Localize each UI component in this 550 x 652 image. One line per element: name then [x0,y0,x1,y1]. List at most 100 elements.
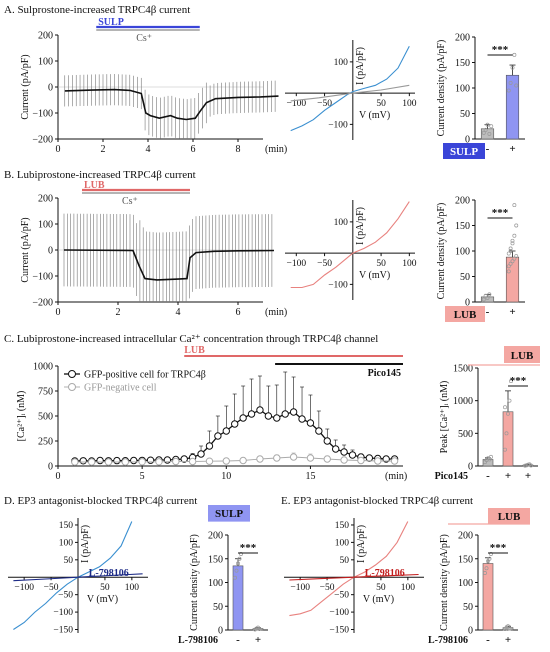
panel-c-series-0-point-9 [146,456,155,464]
panel-c-bar-category-0: - [486,470,490,482]
panel-a-drug-label: SULP [98,17,124,28]
panel-b-iv-x-label: V (mV) [359,270,390,281]
panel-e-iv-x-tick-label-2: 50 [376,583,386,593]
panel-b-y-tick-label-3: 100 [38,220,53,231]
panel-e-bar-category-1: + [505,634,511,646]
panel-c-series-1-point-18 [374,457,382,465]
panel-b-iv-x-tick-label-0: −100 [286,259,306,269]
panel-b-bars-y-tick-label-1: 50 [460,272,470,283]
panel-b-bars-y-tick-label-2: 100 [455,247,470,258]
panel-d-iv-x-tick-label-2: 50 [100,583,110,593]
panel-c-series-0-point-20 [239,414,247,422]
panel-e-title: E. EP3 antagonist-blocked TRPC4β current [281,495,473,507]
panel-c-y-tick-label-3: 750 [38,387,53,398]
panel-b-x-tick-label-3: 6 [236,307,241,318]
panel-a-bars-y-tick-label-3: 150 [455,58,470,69]
panel-e-drug-box-label: LUB [498,511,521,523]
panel-d-iv-x-tick-label-1: −50 [44,583,59,593]
panel-a-ion-label: Cs⁺ [136,33,152,44]
panel-b-iv-series-0 [290,201,410,289]
panel-b-bars-y-tick-label-0: 0 [465,298,470,309]
panel-b-y-label: Current (pA/pF) [20,217,31,282]
panel-d-iv-series-0 [13,521,133,630]
panel-c-x-unit: (min) [385,471,407,482]
panel-c-series-0-point-25 [281,410,289,418]
panel-b-iv-x-tick-label-1: −50 [317,259,332,269]
panel-d-iv-annotation: L-798106 [89,568,129,579]
panel-b-bars-y-tick-label-4: 200 [455,196,470,207]
panel-a-bar-point-0-4 [489,124,494,129]
panel-b-trace-baseline [63,249,275,281]
panel-a-x-tick-label-2: 4 [146,144,151,155]
panel-e-iv-y-tick-label-5: 150 [335,521,350,531]
panel-c-series-1-point-10 [239,456,247,465]
panel-b-x-tick-label-1: 2 [116,307,121,318]
panel-a-bar-point-0-1 [483,127,488,132]
panel-d-bar-point-0-4 [239,552,243,556]
panel-c-drug-box [504,346,540,363]
panel-e-bar-category-0: - [486,634,490,646]
panel-c-legend-marker-1 [68,383,76,391]
panel-d-bar-point-0-3 [237,556,242,561]
panel-e-bar-point-0-4 [489,552,493,556]
panel-b-y-tick-label-2: 0 [48,246,53,257]
panel-c-bar-point-1-1 [504,431,509,436]
panel-c-bar-point-1-4 [509,379,513,384]
panel-a-bar-point-0-0 [481,130,486,135]
panel-c-bar-point-0-4 [489,454,493,459]
panel-c-series-1-point-15 [323,455,331,463]
panel-b-bar-point-1-7 [510,241,515,246]
panel-a-bar-point-0-2 [485,122,490,127]
panel-d-iv-x-label: V (mV) [87,594,118,605]
panel-e-iv-y-tick-label-0: −150 [329,626,349,636]
panel-e-sig-label: *** [490,542,507,554]
panel-d-iv-x-tick-label-0: −100 [14,583,34,593]
panel-c-bars-y-tick-label-3: 1500 [453,364,473,375]
panel-c-series-1-point-8 [205,457,214,465]
panel-b-bars-y-label: Current density (pA/pF) [436,203,447,300]
panel-b-drug-box [445,306,485,322]
panel-c-series-1-point-5 [155,458,163,466]
panel-b-bar-point-1-13 [512,203,517,208]
panel-c-series-0-point-21 [247,410,256,418]
panel-b-bar-point-0-2 [485,295,490,300]
panel-c-series-0-point-15 [197,450,205,458]
panel-c-series-1-point-2 [104,458,113,466]
panel-c-series-0-point-29 [315,427,323,435]
panel-a-trace-baseline [64,88,279,121]
panel-c-title: C. Lubiprostone-increased intracellular … [4,333,378,345]
panel-a-bar-point-1-2 [510,65,515,70]
panel-a-y-tick-label-4: 200 [38,31,53,42]
panel-a-bars-y-tick-label-0: 0 [465,135,470,146]
panel-d-iv-y-tick-label-0: −150 [53,626,73,636]
panel-a-title: A. Sulprostone-increased TRPC4β current [4,4,190,16]
panel-b-bar-point-0-3 [487,292,492,297]
panel-e-iv-y-tick-label-1: −100 [329,608,349,618]
panel-b-bar-point-1-11 [508,249,513,253]
panel-d-title: D. EP3 antagonist-blocked TRPC4β current [4,495,197,507]
panel-c-series-0-point-13 [180,455,188,463]
panel-c-series-0-point-24 [273,414,281,422]
panel-c-series-0-point-26 [289,408,298,416]
panel-c-y-tick-label-4: 1000 [33,362,53,373]
panel-a-iv-x-tick-label-0: −100 [286,99,306,109]
panel-c-series-0-point-1 [79,457,87,465]
panel-e-iv-x-tick-label-0: −100 [290,583,310,593]
panel-a-bar-point-1-0 [506,88,511,93]
panel-c-series-0-point-19 [231,420,239,428]
panel-b-drug-box-label: LUB [454,309,477,321]
panel-c-series-0-point-7 [130,456,138,465]
panel-d-bar-point-0-0 [233,575,237,580]
panel-a-x-tick-label-0: 0 [56,144,61,155]
panel-b-iv-y-label: I (pA/pF) [355,207,366,245]
panel-d-bar-0 [232,565,244,631]
panel-c-series-1-point-0 [71,458,79,466]
panel-c-series-1-point-13 [289,453,298,461]
panel-b-x-unit: (min) [265,307,287,318]
panel-c-drug-label: LUB [184,345,205,356]
panel-b-ion-label: Cs⁺ [122,196,138,207]
panel-b-iv-x-tick-label-2: 50 [376,259,386,269]
panel-c-bar-point-1-3 [507,398,512,403]
panel-c-series-0-point-16 [205,442,214,450]
